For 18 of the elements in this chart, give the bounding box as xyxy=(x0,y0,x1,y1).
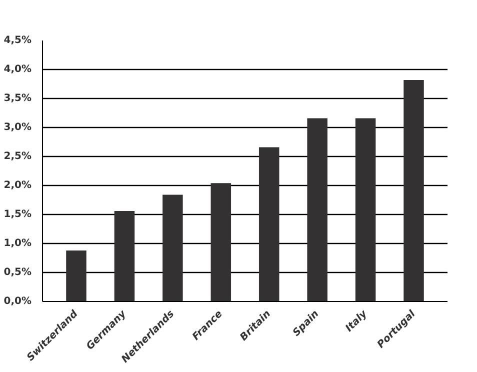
bar xyxy=(210,183,232,302)
bar xyxy=(307,118,328,302)
bar xyxy=(162,194,183,302)
y-tick-label: 3,0% xyxy=(4,122,32,133)
y-tick-label: 1,0% xyxy=(4,238,32,249)
bar xyxy=(114,211,135,302)
y-tick-label: 4,0% xyxy=(4,64,32,75)
y-tick-label: 1,5% xyxy=(4,209,32,220)
bar xyxy=(404,80,424,302)
y-tick-label: 0,0% xyxy=(4,296,32,307)
y-tick-label: 2,5% xyxy=(4,151,32,162)
y-tick-label: 2,0% xyxy=(4,180,32,191)
bar xyxy=(66,250,86,302)
bar xyxy=(355,118,376,302)
y-tick-label: 3,5% xyxy=(4,93,32,104)
bar xyxy=(258,147,280,302)
y-tick-label: 4,5% xyxy=(4,35,32,46)
y-tick-label: 0,5% xyxy=(4,267,32,278)
